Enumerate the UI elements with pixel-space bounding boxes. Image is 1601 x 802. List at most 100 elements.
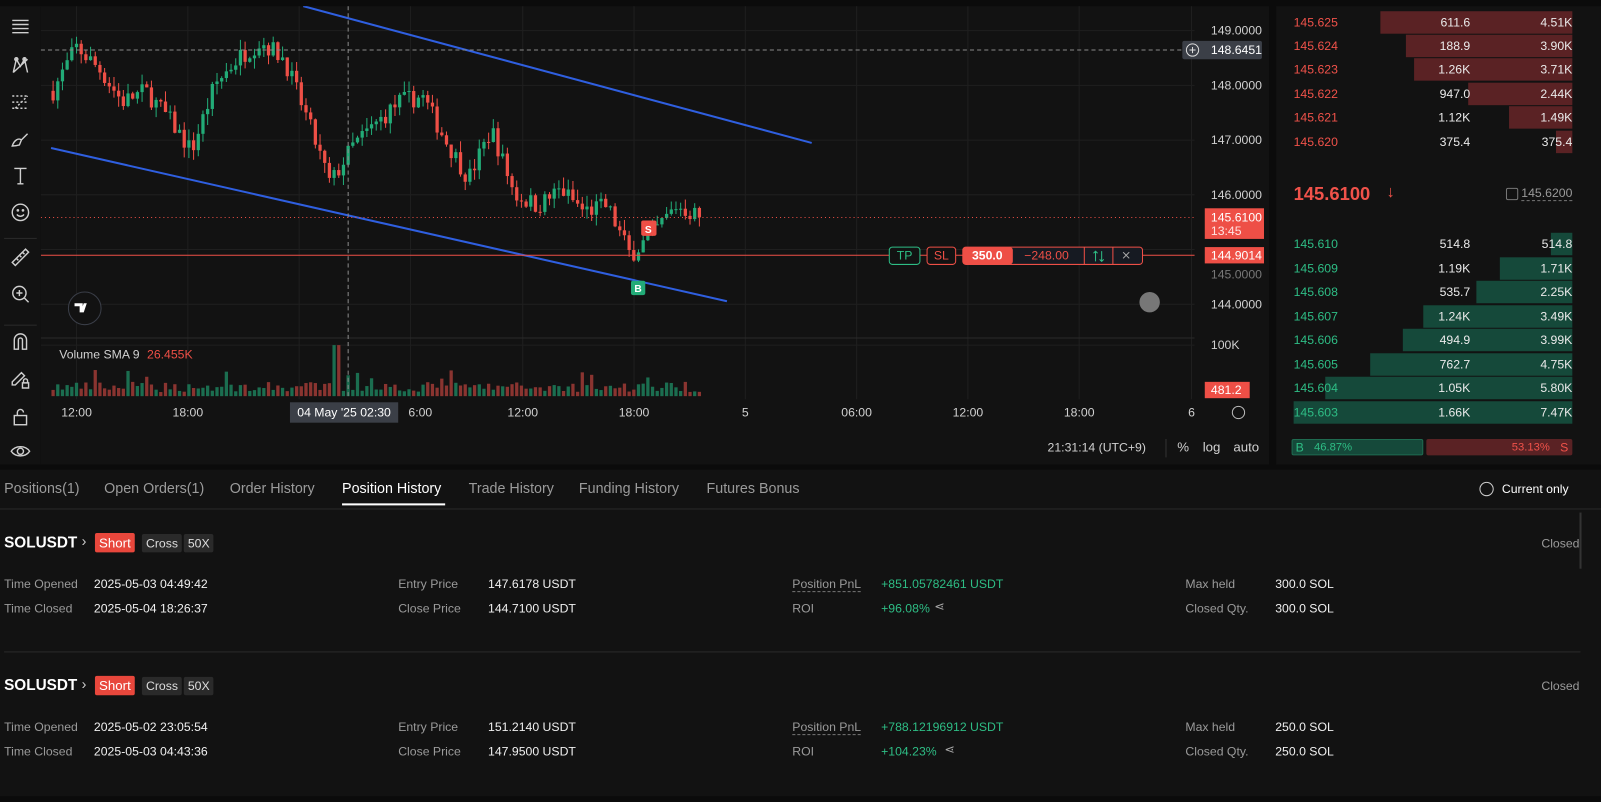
volume-bar <box>252 390 257 397</box>
tab-trade-history[interactable]: Trade History <box>468 479 554 497</box>
last-price-label: 145.6100 <box>1211 211 1262 225</box>
pnl-label[interactable]: Position PnL <box>792 576 862 593</box>
candle-body <box>262 45 266 49</box>
bid-row[interactable]: 145.607 1.24K 3.49K <box>1276 305 1582 328</box>
lock-drawing-tool[interactable] <box>8 366 33 391</box>
tab-order-history[interactable]: Order History <box>229 479 315 497</box>
current-only-radio[interactable] <box>1479 481 1494 497</box>
magnet-tool[interactable] <box>8 329 33 354</box>
scrollbar[interactable] <box>1579 512 1582 569</box>
tab-futures-bonus[interactable]: Futures Bonus <box>706 479 800 497</box>
menu-lines-tool[interactable] <box>8 14 33 39</box>
ask-row[interactable]: 145.623 1.26K 3.71K <box>1276 58 1582 81</box>
candle-body <box>393 104 397 108</box>
price-chart[interactable]: 149.0000 148.0000 147.0000 146.0000 144.0000… <box>40 6 1270 465</box>
volume-bar <box>70 386 74 397</box>
volume-bar <box>309 382 313 397</box>
bid-row[interactable]: 145.603 1.66K 7.47K <box>1276 401 1582 424</box>
candle-body <box>515 187 519 201</box>
auto-scale-toggle[interactable]: auto <box>1233 439 1259 454</box>
volume-bar <box>491 389 495 397</box>
add-alert-icon[interactable] <box>1185 43 1200 57</box>
max-value: 250.0 SOL <box>1275 719 1334 735</box>
bid-row[interactable]: 145.610 514.8 514.8 <box>1276 232 1582 256</box>
bid-row[interactable]: 145.609 1.19K 1.71K <box>1276 257 1582 280</box>
candle-body <box>585 206 589 210</box>
candle-body <box>604 198 608 208</box>
bid-row[interactable]: 145.606 494.9 3.99K <box>1276 328 1582 352</box>
ruler-tool[interactable] <box>8 245 33 270</box>
emoji-tool[interactable] <box>8 200 33 225</box>
sell-marker-label: S <box>645 225 652 236</box>
candle-body <box>229 69 233 72</box>
symbol[interactable]: SOLUSDT <box>4 533 78 552</box>
volume-bar <box>613 388 617 397</box>
price-axis-label: 144.0000 <box>1211 297 1262 311</box>
tab-open-orders[interactable]: Open Orders(1) <box>104 479 205 497</box>
zoom-in-tool[interactable] <box>8 282 33 307</box>
volume-bar <box>365 386 369 397</box>
ask-row[interactable]: 145.625 611.6 4.51K <box>1276 11 1582 34</box>
bid-row[interactable]: 145.604 1.05K 5.80K <box>1276 376 1582 400</box>
brush-tool[interactable] <box>8 127 33 152</box>
reverse-position-icon[interactable] <box>1093 250 1105 263</box>
stop-loss-button[interactable] <box>926 246 957 265</box>
leverage-badge: 50X <box>183 676 214 696</box>
eye-tool[interactable] <box>8 439 33 464</box>
volume-bar <box>557 386 561 397</box>
volume-bar <box>599 390 603 397</box>
tab-position-history[interactable]: Position History <box>342 479 442 497</box>
pnl-label[interactable]: Position PnL <box>792 719 862 736</box>
bid-row[interactable]: 145.605 762.7 4.75K <box>1276 353 1582 376</box>
crosshair-price-label: 148.6451 <box>1211 43 1262 57</box>
scroll-to-realtime-icon[interactable] <box>1139 292 1160 313</box>
volume-bar <box>482 388 486 397</box>
share-icon[interactable]: ⋖ <box>944 742 955 757</box>
symbol[interactable]: SOLUSDT <box>4 676 78 695</box>
candle-body <box>145 84 149 88</box>
trendline-lower[interactable] <box>50 147 728 303</box>
candle-body <box>580 203 584 210</box>
share-icon[interactable]: ⋖ <box>934 599 945 614</box>
log-scale-toggle[interactable]: log <box>1203 439 1221 454</box>
candle-body <box>683 208 687 216</box>
trendline-upper[interactable] <box>302 6 812 144</box>
ask-row[interactable]: 145.624 188.9 3.90K <box>1276 34 1582 58</box>
time-axis-label: 6:00 <box>408 406 432 420</box>
ask-row[interactable]: 145.621 1.12K 1.49K <box>1276 106 1582 129</box>
volume-bar <box>650 386 655 397</box>
ask-row[interactable]: 145.620 375.4 375.4 <box>1276 130 1582 154</box>
close-position-icon[interactable] <box>1122 251 1130 259</box>
volume-bar <box>262 388 266 397</box>
opened-value: 2025-05-02 23:05:54 <box>93 719 208 735</box>
volume-bar <box>168 389 172 397</box>
toolbar-divider <box>4 237 37 239</box>
margin-mode-badge: Cross <box>141 676 183 696</box>
volume-bar <box>187 384 191 397</box>
candle-body <box>84 54 88 61</box>
volume-bar <box>646 377 650 397</box>
tab-funding-history[interactable]: Funding History <box>578 479 680 497</box>
ask-row[interactable]: 145.622 947.0 2.44K <box>1276 82 1582 106</box>
current-only-label: Current only <box>1501 481 1569 497</box>
candle-body <box>107 82 111 87</box>
percent-scale-toggle[interactable]: % <box>1177 439 1189 454</box>
chart-settings-icon[interactable] <box>1231 405 1246 420</box>
tab-positions[interactable]: Positions(1) <box>4 479 80 497</box>
total: 2.44K <box>1540 86 1573 102</box>
closed-value: 2025-05-03 04:43:36 <box>93 744 208 759</box>
chart-canvas[interactable]: 149.0000 148.0000 147.0000 146.0000 144.0000… <box>40 6 1269 464</box>
take-profit-button[interactable] <box>888 246 921 265</box>
fib-tool[interactable] <box>8 90 33 115</box>
candle-body <box>449 144 453 159</box>
pattern-tool[interactable] <box>8 53 33 78</box>
bid-row[interactable]: 145.608 535.7 2.25K <box>1276 280 1582 304</box>
text-tool[interactable] <box>8 163 33 188</box>
volume-bar <box>121 388 125 397</box>
max-value: 300.0 SOL <box>1275 576 1334 592</box>
candle-body <box>501 153 505 157</box>
time-axis-label: 12:00 <box>61 406 92 420</box>
volume-bar <box>276 385 280 397</box>
depth-bar <box>1406 34 1573 58</box>
unlock-tool[interactable] <box>8 404 33 429</box>
